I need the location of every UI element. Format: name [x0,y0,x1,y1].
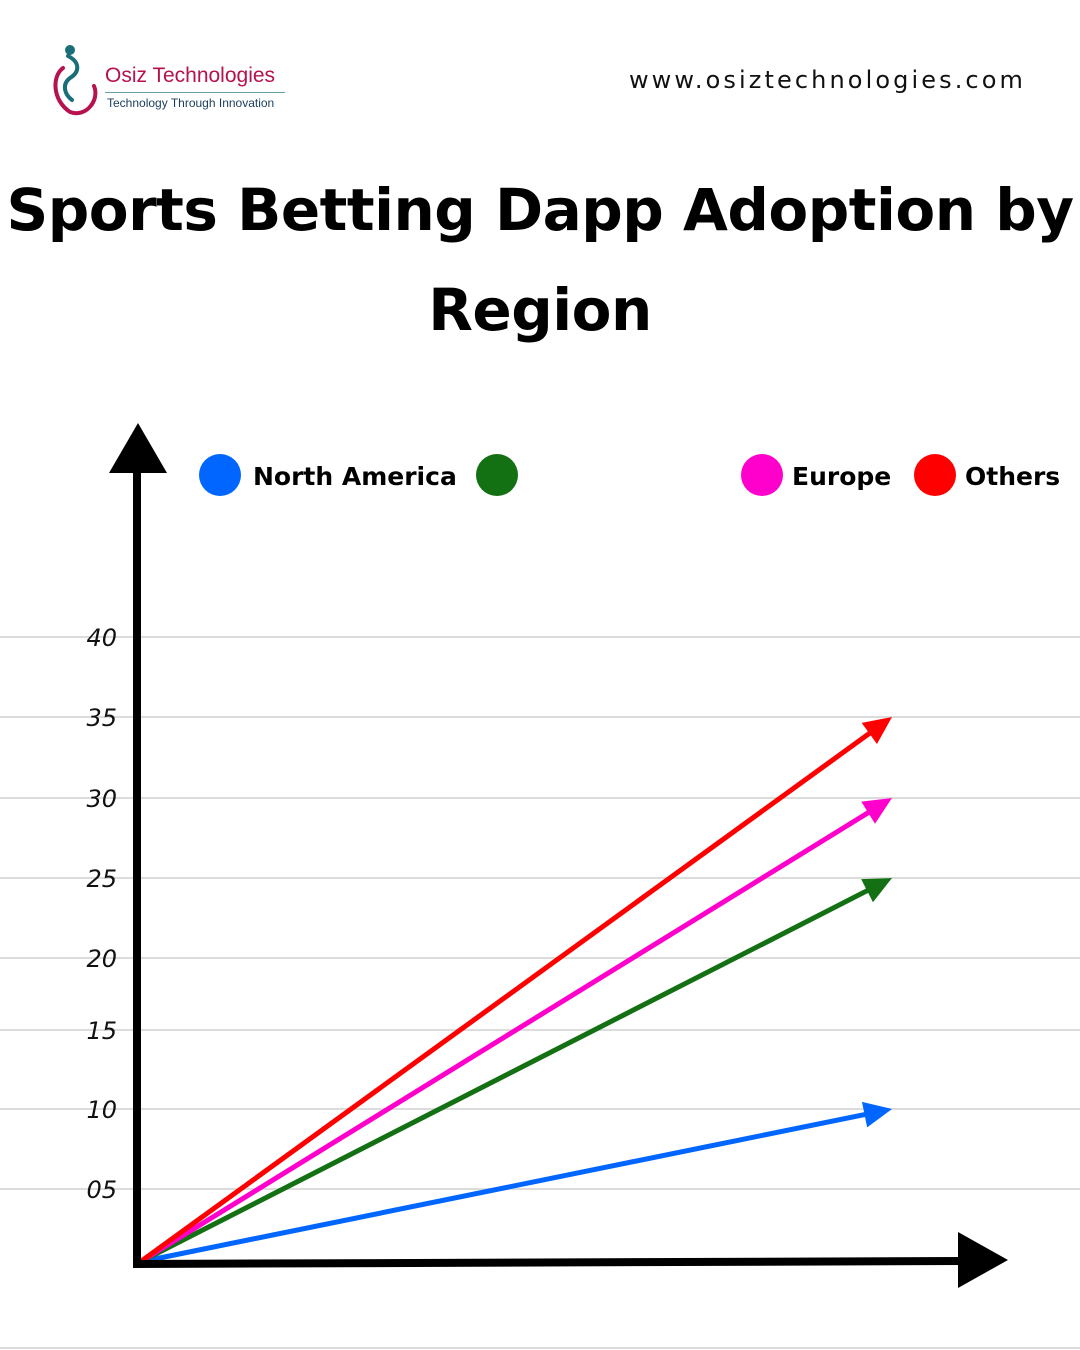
series-line [137,729,874,1265]
series-arrowhead [861,878,892,903]
series-arrowhead [861,1101,892,1128]
x-axis-arrowhead [958,1232,1008,1288]
brand-divider [105,92,285,93]
legend: North America Europe Others [199,454,1060,496]
legend-swatch [741,454,783,496]
y-tick-label: 20 [86,945,117,973]
series-arrowhead [861,717,892,744]
legend-swatch [199,454,241,496]
y-axis-arrowhead [109,423,167,473]
series-arrow [137,878,892,1265]
legend-swatch [914,454,956,496]
legend-item [476,454,518,496]
legend-item: Others [914,454,1060,496]
series-lines [137,717,892,1265]
series-arrowhead [861,798,892,824]
y-tick-label: 30 [86,785,117,813]
y-tick-label: 10 [86,1096,117,1124]
gridlines [0,636,1080,1349]
series-line [137,1111,870,1265]
y-tick-label: 15 [86,1017,117,1045]
osiz-logo-icon [53,45,98,116]
brand-tagline: Technology Through Innovation [107,96,275,110]
x-axis [132,1257,963,1268]
y-tick-labels: 05 10 15 20 25 30 35 40 [86,624,117,1204]
series-arrow [137,798,892,1265]
series-line [137,809,873,1265]
y-tick-label: 25 [86,865,117,893]
legend-swatch [476,454,518,496]
y-tick-label: 05 [86,1176,117,1204]
chart-title: Sports Betting Dapp Adoption by Region [6,176,1074,344]
series-arrow [137,717,892,1265]
axes [109,423,1008,1288]
legend-item: North America [199,454,457,496]
legend-label: North America [253,462,457,491]
series-line [137,887,872,1265]
legend-item: Europe [741,454,891,496]
y-tick-label: 40 [86,624,117,652]
brand-name: Osiz Technologies [105,64,276,87]
y-tick-label: 35 [86,704,117,732]
legend-label: Europe [792,462,891,491]
legend-label: Others [965,462,1060,491]
website-url[interactable]: www.osiztechnologies.com [628,66,1026,94]
company-logo[interactable]: Osiz Technologies Technology Through Inn… [50,38,300,120]
series-arrow [137,1101,892,1265]
